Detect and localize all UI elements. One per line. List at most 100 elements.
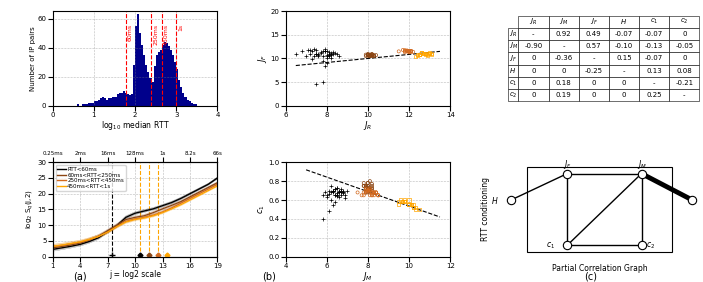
Point <box>360 186 371 191</box>
Point <box>406 50 417 54</box>
250ms<RTT<450ms <box>49 245 57 248</box>
Point <box>309 47 320 51</box>
Point <box>362 184 373 188</box>
Bar <box>146 65 148 106</box>
Point <box>321 54 333 58</box>
Point <box>362 186 373 190</box>
Point <box>373 193 384 197</box>
Point <box>302 48 314 52</box>
Point <box>362 181 373 185</box>
Point <box>340 193 351 197</box>
Point <box>404 198 415 202</box>
Point <box>360 188 371 193</box>
Point <box>311 52 322 56</box>
Point <box>325 53 337 58</box>
Point <box>420 52 431 56</box>
450ms<RTT<1s <box>103 230 112 234</box>
Point <box>307 57 318 62</box>
Line: 250ms<RTT<450ms: 250ms<RTT<450ms <box>53 184 217 246</box>
Point <box>362 190 373 195</box>
Bar <box>186 100 188 106</box>
450ms<RTT<1s <box>67 242 75 245</box>
Point <box>327 188 338 193</box>
X-axis label: $J_R$: $J_R$ <box>363 119 373 132</box>
250ms<RTT<450ms <box>58 244 66 247</box>
Bar <box>88 103 90 106</box>
Bar <box>84 104 86 106</box>
Point <box>362 53 373 58</box>
Point <box>329 200 340 204</box>
Point <box>333 53 344 58</box>
Point <box>424 51 435 56</box>
Point <box>426 52 437 57</box>
RTT<60ms <box>149 207 157 210</box>
Point <box>315 50 326 55</box>
RTT<60ms <box>195 187 203 191</box>
450ms<RTT<1s <box>49 244 57 248</box>
Point <box>408 202 419 207</box>
Point <box>358 181 369 185</box>
Point <box>335 186 347 191</box>
Bar <box>137 14 139 106</box>
Point <box>368 54 380 58</box>
Legend: RTT<60ms, 60ms<RTT<250ms, 250ms<RTT<450ms, 450ms<RTT<1s: RTT<60ms, 60ms<RTT<250ms, 250ms<RTT<450m… <box>56 165 126 191</box>
Point <box>321 195 333 199</box>
Point <box>323 54 335 58</box>
RTT<60ms <box>204 182 212 186</box>
Point <box>366 190 378 195</box>
Point <box>323 192 335 197</box>
Point <box>414 52 425 56</box>
Point <box>360 190 371 195</box>
Point <box>323 50 335 55</box>
Bar <box>150 78 152 106</box>
RTT<60ms <box>186 192 194 195</box>
Point <box>364 54 375 58</box>
250ms<RTT<450ms <box>158 210 167 214</box>
Point <box>315 50 326 55</box>
Bar <box>162 45 164 106</box>
Point <box>424 51 435 56</box>
Point <box>319 49 330 54</box>
Point <box>414 207 425 212</box>
Point <box>406 202 417 207</box>
Bar <box>77 104 79 106</box>
Point <box>362 188 373 193</box>
Point <box>364 188 375 193</box>
Point <box>364 188 375 193</box>
Point <box>404 202 415 207</box>
Bar <box>184 97 186 106</box>
Bar <box>141 45 143 106</box>
Line: 450ms<RTT<1s: 450ms<RTT<1s <box>53 186 217 246</box>
250ms<RTT<450ms <box>140 216 148 219</box>
Text: 250ms: 250ms <box>153 24 158 45</box>
60ms<RTT<250ms <box>49 246 57 250</box>
Point <box>370 190 382 195</box>
Point <box>406 49 417 54</box>
Point <box>307 49 318 54</box>
450ms<RTT<1s <box>186 198 194 202</box>
X-axis label: log$_{10}$ median RTT: log$_{10}$ median RTT <box>101 119 169 132</box>
Point <box>410 205 421 210</box>
Y-axis label: $c_1$: $c_1$ <box>256 204 266 214</box>
Point <box>321 49 333 54</box>
Point <box>368 54 380 58</box>
Point <box>393 202 404 207</box>
Point <box>317 49 328 54</box>
Point <box>360 190 371 195</box>
Point <box>426 52 437 56</box>
60ms<RTT<250ms <box>195 190 203 194</box>
Point <box>404 202 415 207</box>
Point <box>404 49 415 54</box>
Bar <box>148 72 150 106</box>
Bar <box>172 55 174 106</box>
Bar <box>106 100 108 106</box>
450ms<RTT<1s <box>76 240 84 244</box>
Point <box>358 184 369 188</box>
Point <box>319 49 330 54</box>
Point <box>412 53 423 58</box>
Point <box>329 186 340 191</box>
60ms<RTT<250ms <box>176 200 185 203</box>
Point <box>335 190 347 195</box>
Bar <box>98 100 100 106</box>
Bar <box>102 97 104 106</box>
